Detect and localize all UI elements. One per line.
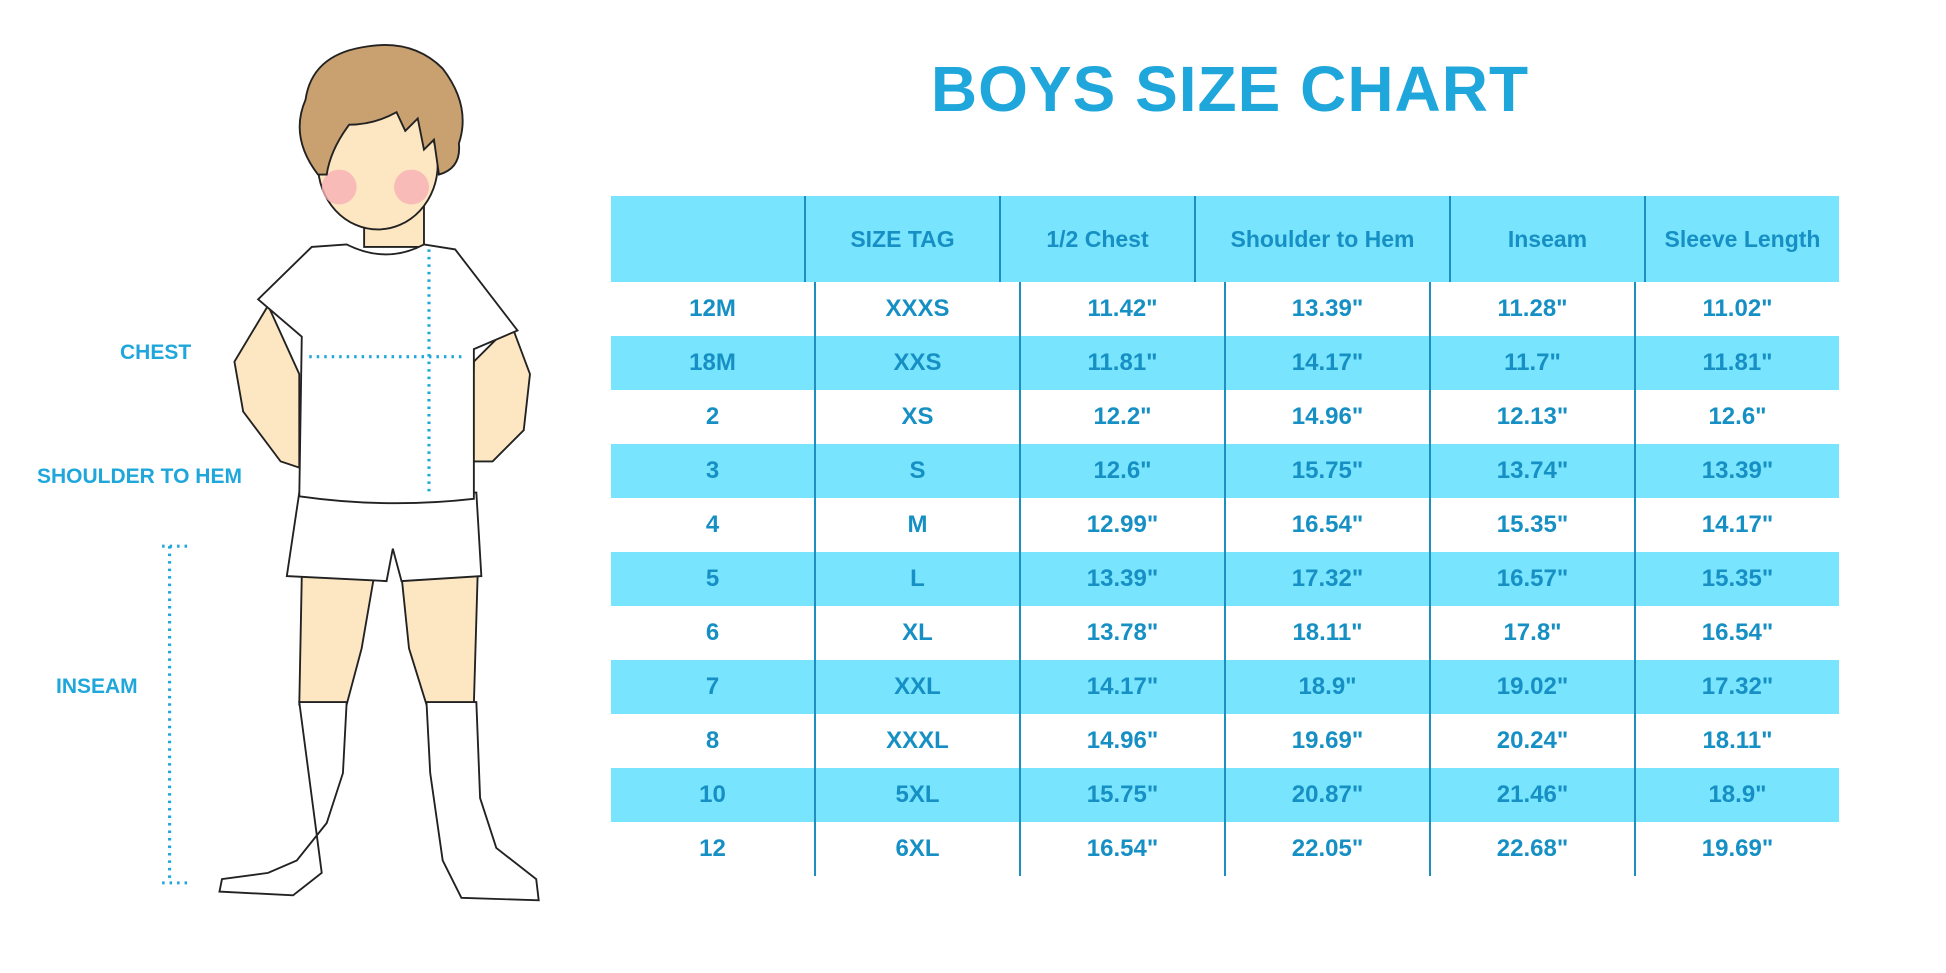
- table-row: 8 XXXL 14.96" 19.69" 20.24" 18.11": [611, 714, 1839, 768]
- table-cell: 18.9": [1634, 768, 1839, 822]
- header-cell: SIZE TAG: [804, 196, 999, 282]
- table-cell: 17.32": [1634, 660, 1839, 714]
- table-cell: 15.75": [1019, 768, 1224, 822]
- boy-illustration: [162, 44, 540, 902]
- header-cell: Sleeve Length: [1644, 196, 1839, 282]
- table-cell: 4: [705, 511, 720, 538]
- table-cell: 17.32": [1224, 552, 1429, 606]
- table-cell: 7: [705, 673, 720, 700]
- table-cell: 12: [699, 835, 726, 862]
- table-cell: 16.54": [1224, 498, 1429, 552]
- table-cell: 18.11": [1634, 714, 1839, 768]
- header-cell: Shoulder to Hem: [1194, 196, 1449, 282]
- table-row: 7 XXL 14.17" 18.9" 19.02" 17.32": [611, 660, 1839, 714]
- table-cell: M: [814, 498, 1019, 552]
- table-cell: 16.54": [1019, 822, 1224, 876]
- size-table: SIZE TAG 1/2 Chest Shoulder to Hem Insea…: [611, 196, 1839, 876]
- table-header: SIZE TAG 1/2 Chest Shoulder to Hem Insea…: [611, 196, 1839, 282]
- table-cell: 19.69": [1634, 822, 1839, 876]
- table-cell: XXXS: [814, 282, 1019, 336]
- table-cell: 13.78": [1019, 606, 1224, 660]
- table-cell: 14.96": [1019, 714, 1224, 768]
- table-row: 18M XXS 11.81" 14.17" 11.7" 11.81": [611, 336, 1839, 390]
- table-cell: 16.54": [1634, 606, 1839, 660]
- table-cell: 6XL: [814, 822, 1019, 876]
- table-cell: 14.17": [1224, 336, 1429, 390]
- table-cell: 12.99": [1019, 498, 1224, 552]
- table-cell: 17.8": [1429, 606, 1634, 660]
- table-cell: 14.17": [1634, 498, 1839, 552]
- table-cell: 14.17": [1019, 660, 1224, 714]
- table-row: 6 XL 13.78" 18.11" 17.8" 16.54": [611, 606, 1839, 660]
- table-row: 12M XXXS 11.42" 13.39" 11.28" 11.02": [611, 282, 1839, 336]
- table-cell: 12.6": [1019, 444, 1224, 498]
- table-cell: 11.28": [1429, 282, 1634, 336]
- table-cell: 13.39": [1224, 282, 1429, 336]
- table-cell: 20.87": [1224, 768, 1429, 822]
- table-cell: S: [814, 444, 1019, 498]
- table-cell: 5: [705, 565, 720, 592]
- table-cell: 12.6": [1634, 390, 1839, 444]
- table-row: 2 XS 12.2" 14.96" 12.13" 12.6": [611, 390, 1839, 444]
- table-cell: XXXL: [814, 714, 1019, 768]
- shoulder-to-hem-label: SHOULDER TO HEM: [37, 465, 242, 488]
- table-cell: 5XL: [814, 768, 1019, 822]
- table-cell: 18.9": [1224, 660, 1429, 714]
- table-cell: 12.2": [1019, 390, 1224, 444]
- table-cell: XL: [814, 606, 1019, 660]
- table-cell: 19.02": [1429, 660, 1634, 714]
- table-cell: 21.46": [1429, 768, 1634, 822]
- chest-label: CHEST: [120, 341, 192, 364]
- table-row: 3 S 12.6" 15.75" 13.74" 13.39": [611, 444, 1839, 498]
- table-cell: 16.57": [1429, 552, 1634, 606]
- table-cell: 18.11": [1224, 606, 1429, 660]
- table-cell: 11.81": [1019, 336, 1224, 390]
- table-cell: 11.7": [1429, 336, 1634, 390]
- table-cell: 13.74": [1429, 444, 1634, 498]
- table-cell: 2: [705, 403, 720, 430]
- header-cell: Inseam: [1449, 196, 1644, 282]
- table-cell: 11.02": [1634, 282, 1839, 336]
- table-cell: 13.39": [1634, 444, 1839, 498]
- table-cell: 12.13": [1429, 390, 1634, 444]
- header-cell: [611, 196, 804, 282]
- table-cell: XXL: [814, 660, 1019, 714]
- table-cell: 22.05": [1224, 822, 1429, 876]
- table-cell: 11.81": [1634, 336, 1839, 390]
- table-cell: 18M: [689, 349, 736, 376]
- table-cell: 8: [705, 727, 720, 754]
- table-cell: 10: [699, 781, 726, 808]
- inseam-label: INSEAM: [56, 675, 138, 698]
- table-cell: 12M: [689, 295, 736, 322]
- table-cell: 13.39": [1019, 552, 1224, 606]
- header-cell: 1/2 Chest: [999, 196, 1194, 282]
- table-cell: 3: [705, 457, 720, 484]
- table-cell: 20.24": [1429, 714, 1634, 768]
- table-row: 4 M 12.99" 16.54" 15.35" 14.17": [611, 498, 1839, 552]
- table-cell: 15.35": [1634, 552, 1839, 606]
- page-title: BOYS SIZE CHART: [930, 53, 1530, 125]
- table-cell: XS: [814, 390, 1019, 444]
- table-row: 10 5XL 15.75" 20.87" 21.46" 18.9": [611, 768, 1839, 822]
- table-cell: 19.69": [1224, 714, 1429, 768]
- table-cell: 22.68": [1429, 822, 1634, 876]
- table-cell: 15.35": [1429, 498, 1634, 552]
- table-cell: 6: [705, 619, 720, 646]
- table-row: 12 6XL 16.54" 22.05" 22.68" 19.69": [611, 822, 1839, 876]
- table-row: 5 L 13.39" 17.32" 16.57" 15.35": [611, 552, 1839, 606]
- table-cell: 11.42": [1019, 282, 1224, 336]
- table-cell: XXS: [814, 336, 1019, 390]
- table-cell: L: [814, 552, 1019, 606]
- table-cell: 14.96": [1224, 390, 1429, 444]
- table-cell: 15.75": [1224, 444, 1429, 498]
